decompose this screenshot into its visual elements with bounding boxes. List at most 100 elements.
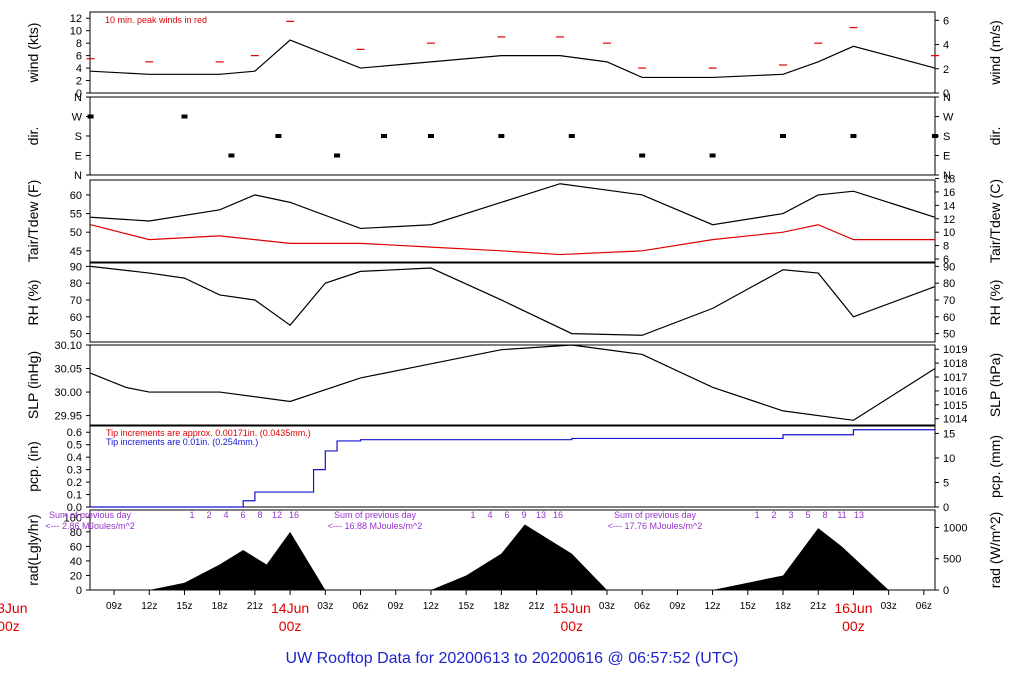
xtick-label: 06z bbox=[634, 601, 650, 612]
rad-hour-marker: 12 bbox=[272, 510, 282, 520]
ylabel-left-tair_tdew: Tair/Tdew (F) bbox=[25, 180, 41, 262]
ytick-label-left-dir: W bbox=[72, 112, 83, 124]
rad-hour-marker: 6 bbox=[504, 510, 509, 520]
ytick-label-left-pcp: 0.2 bbox=[67, 477, 82, 489]
ytick-label-left-rh: 90 bbox=[70, 261, 82, 273]
rad-hour-marker: 1 bbox=[189, 510, 194, 520]
rad-hour-marker: 1 bbox=[470, 510, 475, 520]
ytick-label-left-wind: 10 bbox=[70, 26, 82, 38]
rad-hour-marker: 11 bbox=[837, 510, 846, 520]
dir-point bbox=[275, 134, 282, 138]
xtick-label: 18z bbox=[775, 601, 791, 612]
dir-point bbox=[87, 114, 94, 119]
ytick-label-right-slp: 1015 bbox=[943, 400, 967, 412]
xtick-label: 12z bbox=[705, 601, 721, 612]
rad-hour-marker: 2 bbox=[771, 510, 776, 520]
rad-day-sum-label: Sum of previous day bbox=[614, 510, 697, 520]
footer-title: UW Rooftop Data for 20200613 to 20200616… bbox=[285, 650, 739, 667]
ytick-label-left-pcp: 0.6 bbox=[67, 427, 82, 439]
ytick-label-right-pcp: 15 bbox=[943, 428, 955, 440]
rad-day-sum-label: Sum of previous day bbox=[49, 510, 132, 520]
rad-day-sum-label: Sum of previous day bbox=[334, 510, 417, 520]
ytick-label-left-pcp: 0.3 bbox=[67, 465, 82, 477]
rad-day-sum-value: <--- 2.86 MJoules/m^2 bbox=[45, 521, 135, 531]
ytick-label-right-pcp: 0 bbox=[943, 502, 949, 514]
ytick-label-left-rad: 80 bbox=[70, 527, 82, 539]
rad-hour-marker: 9 bbox=[521, 510, 526, 520]
ytick-label-left-rad: 40 bbox=[70, 556, 82, 568]
day-label-date: 16Jun bbox=[834, 600, 872, 616]
day-label-date: 14Jun bbox=[271, 600, 309, 616]
day-label-date: 15Jun bbox=[553, 600, 591, 616]
ytick-label-right-tair_tdew: 8 bbox=[943, 241, 949, 253]
tair-line bbox=[90, 183, 936, 230]
slp-line bbox=[90, 344, 936, 421]
rad-day-sum-value: <--- 16.88 MJoules/m^2 bbox=[328, 521, 423, 531]
rad-hour-marker: 4 bbox=[487, 510, 492, 520]
rad-hour-marker: 8 bbox=[257, 510, 262, 520]
ytick-label-right-rh: 60 bbox=[943, 312, 955, 324]
day-label-time: 00z bbox=[842, 618, 865, 634]
dir-point bbox=[334, 153, 341, 158]
ytick-label-left-rad: 20 bbox=[70, 570, 82, 582]
ytick-label-left-dir: E bbox=[75, 151, 82, 163]
dir-point bbox=[181, 114, 188, 119]
ytick-label-right-rh: 50 bbox=[943, 329, 955, 341]
ytick-label-left-slp: 30.00 bbox=[54, 387, 82, 399]
day-label-date: 13Jun bbox=[0, 600, 28, 616]
xtick-label: 15z bbox=[176, 601, 192, 612]
ytick-label-right-rad: 500 bbox=[943, 554, 961, 566]
panel-frame-dir bbox=[89, 96, 936, 176]
rh-line bbox=[90, 265, 936, 336]
ylabel-left-pcp: pcp. (in) bbox=[25, 441, 41, 492]
ytick-label-left-rh: 60 bbox=[70, 312, 82, 324]
ytick-label-left-dir: S bbox=[75, 131, 82, 143]
ytick-label-left-tair_tdew: 60 bbox=[70, 190, 82, 202]
panel-frame-tair_tdew bbox=[89, 179, 936, 263]
panel-frame-pcp bbox=[89, 425, 936, 508]
ytick-label-right-dir: E bbox=[943, 151, 950, 163]
ytick-label-right-dir: N bbox=[943, 170, 951, 182]
ytick-label-left-wind: 12 bbox=[70, 13, 82, 25]
ytick-label-left-tair_tdew: 50 bbox=[70, 227, 82, 239]
pcp-line bbox=[90, 429, 935, 508]
ylabel-right-rad: rad (W/m^2) bbox=[987, 512, 1003, 589]
dir-point bbox=[380, 134, 387, 138]
ytick-label-left-rad: 0 bbox=[76, 585, 82, 597]
ytick-label-left-pcp: 0.0 bbox=[67, 502, 82, 514]
day-label-time: 00z bbox=[279, 618, 302, 634]
ytick-label-right-wind: 0 bbox=[943, 88, 949, 100]
xtick-label: 06z bbox=[352, 601, 368, 612]
rad-hour-marker: 4 bbox=[223, 510, 228, 520]
ytick-label-right-rad: 0 bbox=[943, 585, 949, 597]
ytick-label-right-dir: S bbox=[943, 131, 950, 143]
wind-line bbox=[90, 39, 936, 79]
tdew-line bbox=[90, 224, 935, 256]
dir-point bbox=[709, 153, 716, 158]
ytick-label-right-rad: 1000 bbox=[943, 522, 967, 534]
ytick-label-right-dir: W bbox=[943, 112, 954, 124]
ytick-label-left-dir: N bbox=[74, 170, 82, 182]
rad-hour-marker: 16 bbox=[553, 510, 563, 520]
ytick-label-left-tair_tdew: 45 bbox=[70, 246, 82, 258]
rad-hour-marker: 2 bbox=[206, 510, 211, 520]
ytick-label-left-rh: 70 bbox=[70, 295, 82, 307]
day-label-time: 00z bbox=[0, 618, 20, 634]
ytick-label-right-tair_tdew: 12 bbox=[943, 214, 955, 226]
ylabel-right-tair_tdew: Tair/Tdew (C) bbox=[987, 179, 1003, 263]
dir-point bbox=[568, 134, 575, 138]
rad-hour-marker: 8 bbox=[822, 510, 827, 520]
ytick-label-right-tair_tdew: 10 bbox=[943, 227, 955, 239]
ylabel-right-dir: dir. bbox=[987, 127, 1003, 146]
dir-point bbox=[932, 134, 938, 138]
ytick-label-left-wind: 8 bbox=[76, 38, 82, 50]
dir-point bbox=[427, 134, 434, 138]
ytick-label-right-wind: 6 bbox=[943, 15, 949, 27]
ylabel-right-slp: SLP (hPa) bbox=[987, 353, 1003, 417]
panel-frame-rh bbox=[89, 262, 936, 343]
dir-point bbox=[498, 134, 505, 138]
ytick-label-right-wind: 2 bbox=[943, 64, 949, 76]
rad-area bbox=[149, 524, 889, 590]
